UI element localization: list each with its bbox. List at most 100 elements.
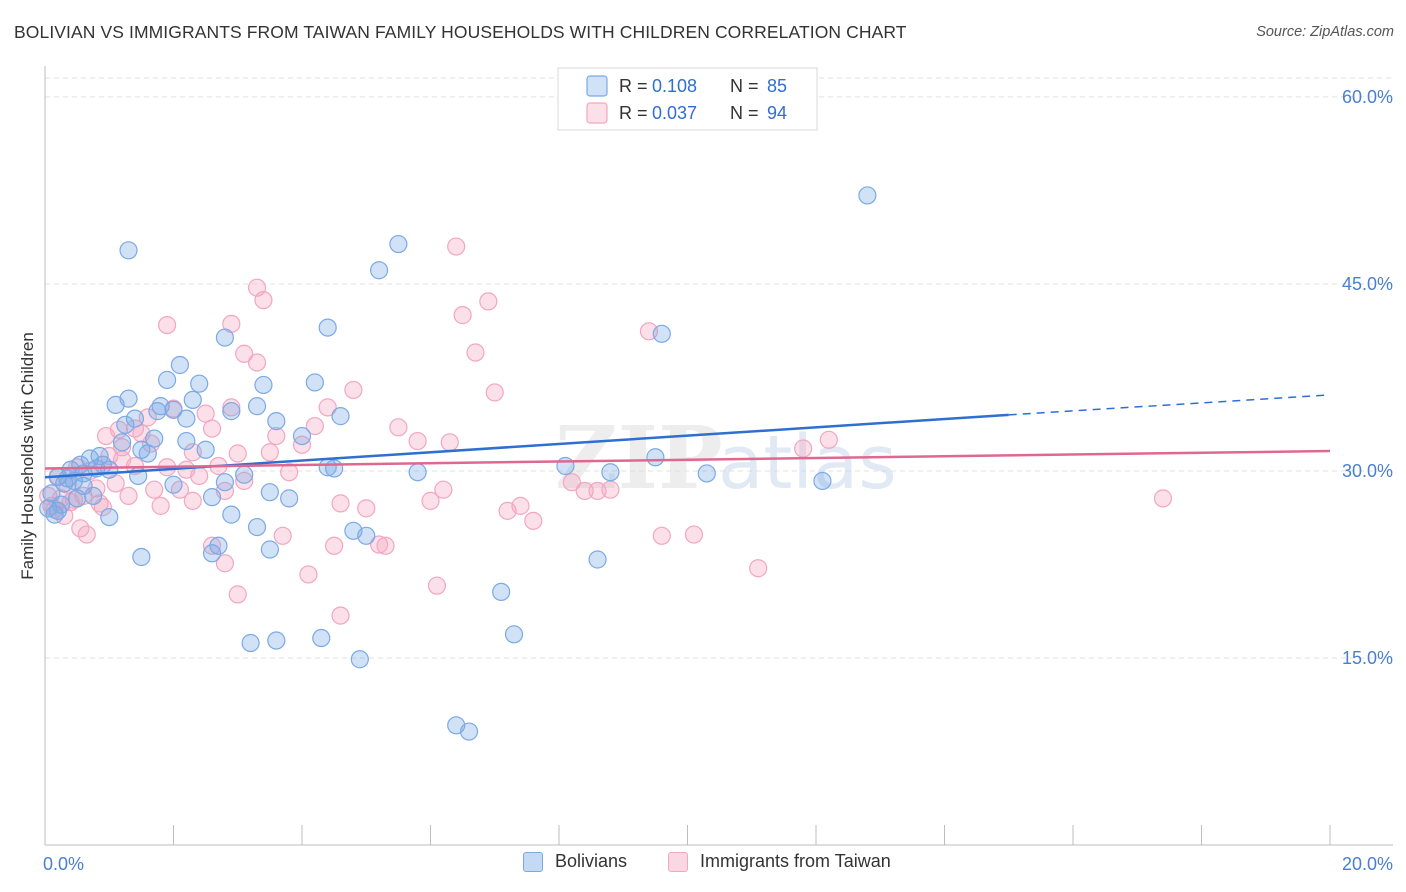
taiwan-point-81 bbox=[273, 526, 292, 545]
taiwan-point-84 bbox=[331, 606, 350, 625]
tick-labels: 15.0% 30.0% 45.0% 60.0% 0.0% 20.0% bbox=[43, 87, 1393, 874]
taiwan-point-58 bbox=[466, 343, 485, 362]
taiwan-point-32 bbox=[190, 466, 209, 486]
taiwan-point-54 bbox=[421, 491, 440, 510]
y-tick-label-2: 45.0% bbox=[1342, 274, 1393, 294]
taiwan-point-46 bbox=[305, 416, 324, 436]
taiwan-point-43 bbox=[267, 426, 286, 446]
bolivians-point-73 bbox=[858, 186, 877, 205]
legend-item-bolivians: Bolivians bbox=[523, 851, 627, 872]
legend-swatch-taiwan bbox=[668, 851, 688, 872]
bolivians-point-38 bbox=[215, 473, 234, 492]
taiwan-point-33 bbox=[196, 404, 215, 423]
bolivians-point-4 bbox=[51, 495, 71, 514]
taiwan-point-52 bbox=[389, 418, 408, 437]
grid-lines bbox=[45, 77, 1393, 659]
taiwan-point-63 bbox=[524, 511, 543, 530]
bolivians-point-33 bbox=[183, 390, 202, 410]
bolivians-point-84 bbox=[177, 431, 196, 451]
legend-n-label-0: N = bbox=[730, 76, 759, 96]
bolivians-point-52 bbox=[119, 241, 138, 260]
bolivians-point-69 bbox=[601, 463, 620, 482]
x-tick-label-0: 0.0% bbox=[43, 854, 84, 874]
bolivians-point-26 bbox=[145, 429, 164, 448]
bolivians-point-80 bbox=[74, 476, 93, 496]
bolivians-point-47 bbox=[305, 373, 324, 392]
chart-title: BOLIVIAN VS IMMIGRANTS FROM TAIWAN FAMIL… bbox=[14, 22, 907, 42]
taiwan-point-80 bbox=[247, 278, 267, 297]
taiwan-point-70 bbox=[684, 525, 704, 544]
bolivians-point-27 bbox=[148, 402, 167, 421]
taiwan-point-64 bbox=[562, 473, 581, 492]
bolivians-point-31 bbox=[170, 355, 190, 375]
taiwan-point-83 bbox=[325, 536, 344, 555]
legend-swatch-bolivians bbox=[523, 851, 543, 872]
legend-swatch-1 bbox=[586, 102, 608, 124]
bolivians-point-22 bbox=[125, 409, 145, 428]
taiwan-point-47 bbox=[318, 398, 337, 417]
bolivians-point-72 bbox=[813, 471, 832, 491]
taiwan-point-20 bbox=[119, 486, 138, 506]
legend-r-label-1: R = bbox=[619, 103, 648, 123]
bolivians-point-13 bbox=[84, 486, 103, 506]
bolivians-point-19 bbox=[112, 433, 132, 452]
taiwan-point-55 bbox=[434, 480, 453, 499]
legend-label-bolivians: Bolivians bbox=[555, 851, 628, 871]
bolivians-point-63 bbox=[504, 625, 524, 644]
taiwan-point-42 bbox=[260, 443, 279, 462]
bolivians-point-81 bbox=[408, 463, 427, 482]
legend-item-taiwan: Immigrants from Taiwan bbox=[668, 851, 891, 872]
taiwan-point-50 bbox=[357, 499, 376, 518]
bolivians-point-42 bbox=[254, 375, 273, 395]
legend-r-value-0: 0.108 bbox=[652, 76, 697, 96]
taiwan-point-49 bbox=[344, 380, 363, 400]
bolivians-point-40 bbox=[235, 465, 254, 484]
bolivians-point-60 bbox=[350, 650, 369, 669]
bolivians-point-56 bbox=[241, 633, 260, 653]
bolivians-point-66 bbox=[492, 582, 511, 602]
bolivians-point-70 bbox=[646, 448, 665, 467]
bolivians-point-17 bbox=[100, 507, 119, 527]
bolivians-point-32 bbox=[177, 409, 196, 428]
taiwan-point-69 bbox=[652, 526, 671, 545]
taiwan-point-79 bbox=[228, 585, 247, 604]
bolivians-point-57 bbox=[260, 540, 279, 559]
taiwan-point-75 bbox=[157, 315, 177, 335]
taiwan-point-78 bbox=[215, 554, 234, 573]
bolivians-point-71 bbox=[697, 464, 716, 483]
taiwan-trend-line bbox=[44, 449, 1331, 470]
taiwan-point-74 bbox=[1153, 489, 1173, 508]
taiwan-point-72 bbox=[794, 439, 813, 458]
legend-r-label-0: R = bbox=[619, 76, 648, 96]
y-tick-label-3: 60.0% bbox=[1342, 87, 1393, 107]
bolivians-point-55 bbox=[222, 505, 241, 524]
bolivians-point-82 bbox=[325, 459, 344, 478]
bolivians-point-61 bbox=[370, 261, 389, 280]
bolivians-point-65 bbox=[459, 722, 479, 741]
bolivians-point-77 bbox=[164, 400, 183, 419]
bolivians-point-78 bbox=[100, 460, 119, 479]
taiwan-point-66 bbox=[588, 481, 607, 501]
bolivians-point-75 bbox=[318, 318, 337, 337]
taiwan-point-53 bbox=[408, 431, 427, 451]
bolivians-point-58 bbox=[267, 631, 286, 650]
legend-swatch-0 bbox=[586, 75, 608, 97]
bolivians-point-62 bbox=[389, 234, 408, 254]
taiwan-point-71 bbox=[749, 559, 768, 578]
bolivians-point-30 bbox=[164, 475, 183, 494]
legend-n-value-0: 85 bbox=[767, 76, 787, 96]
bolivians-point-46 bbox=[292, 426, 312, 446]
taiwan-point-38 bbox=[228, 444, 247, 463]
bolivians-point-25 bbox=[138, 444, 157, 463]
bolivians-point-43 bbox=[260, 483, 279, 502]
axes bbox=[44, 66, 1393, 846]
taiwan-point-67 bbox=[601, 480, 620, 499]
taiwan-point-40 bbox=[247, 353, 267, 372]
taiwan-point-56 bbox=[447, 237, 466, 256]
x-tick-label-1: 20.0% bbox=[1342, 854, 1393, 874]
stats-legend: R = 0.108 N = 85 R = 0.037 N = 94 bbox=[557, 67, 818, 131]
taiwan-point-57 bbox=[453, 306, 472, 325]
taiwan-point-76 bbox=[183, 491, 202, 510]
bolivians-point-35 bbox=[196, 440, 215, 459]
